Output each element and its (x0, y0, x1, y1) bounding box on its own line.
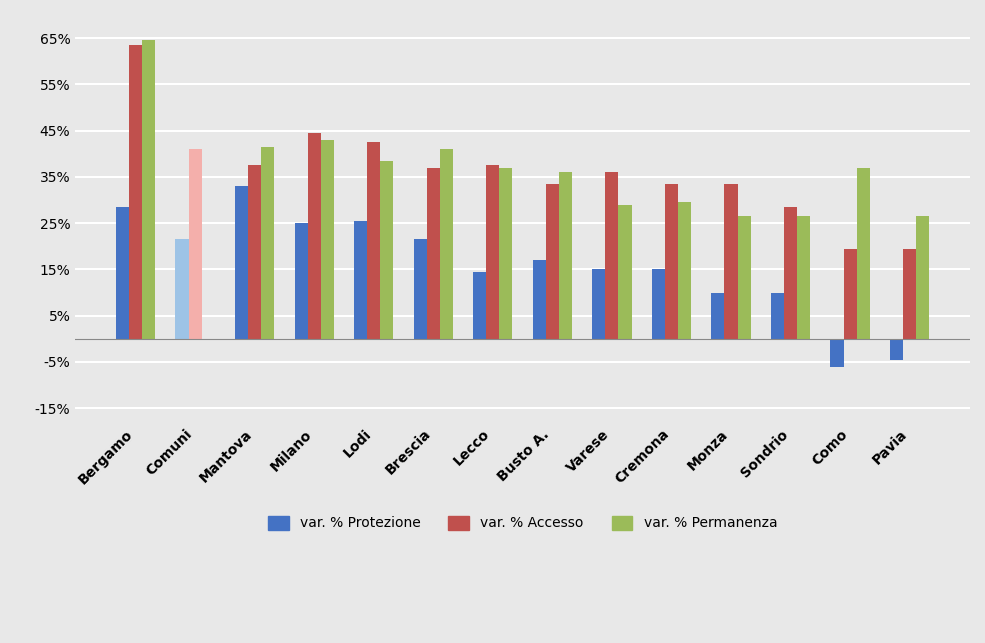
Bar (725, 184, 738, 339)
Bar (857, 168, 870, 339)
Bar (771, 293, 784, 339)
Bar (843, 249, 857, 339)
Bar (619, 204, 631, 339)
Bar (235, 186, 248, 339)
Bar (487, 165, 499, 339)
Bar (367, 142, 380, 339)
Bar (261, 147, 274, 339)
Bar (797, 216, 811, 339)
Bar (606, 172, 619, 339)
Bar (354, 221, 367, 339)
Bar (558, 172, 572, 339)
Bar (903, 249, 916, 339)
Bar (678, 203, 691, 339)
Bar (321, 140, 334, 339)
Bar (916, 216, 929, 339)
Bar (546, 184, 558, 339)
Bar (784, 207, 797, 339)
Bar (414, 239, 427, 339)
Bar (248, 165, 261, 339)
Bar (711, 293, 725, 339)
Bar (427, 168, 440, 339)
Bar (188, 149, 202, 339)
Bar (116, 207, 129, 339)
Bar (307, 133, 321, 339)
Bar (295, 223, 307, 339)
Bar (129, 45, 142, 339)
Bar (380, 161, 393, 339)
Bar (738, 216, 751, 339)
Bar (440, 149, 453, 339)
Legend: var. % Protezione, var. % Accesso, var. % Permanenza: var. % Protezione, var. % Accesso, var. … (261, 509, 784, 538)
Bar (830, 339, 843, 367)
Bar (592, 269, 606, 339)
Bar (652, 269, 665, 339)
Bar (665, 184, 678, 339)
Bar (890, 339, 903, 359)
Bar (499, 168, 512, 339)
Bar (175, 239, 188, 339)
Bar (142, 41, 156, 339)
Bar (533, 260, 546, 339)
Bar (473, 272, 487, 339)
